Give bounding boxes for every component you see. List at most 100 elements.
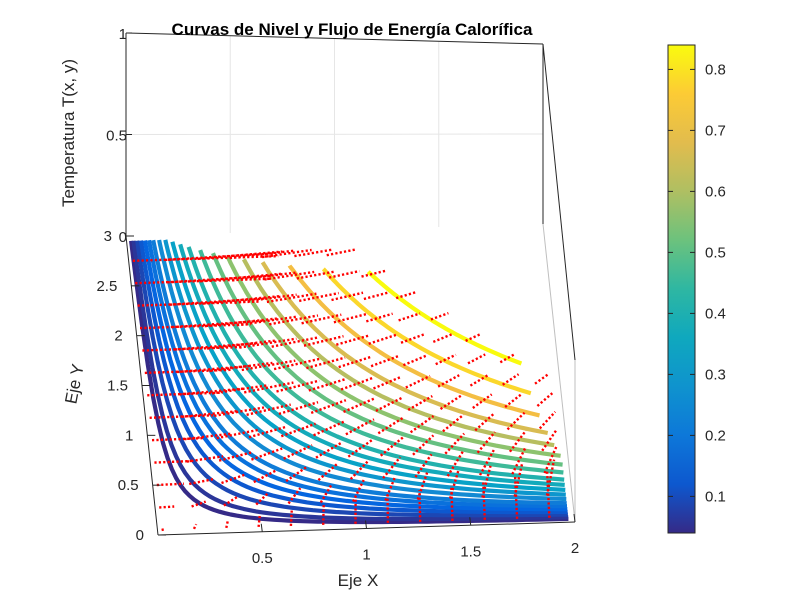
flux-arrow [229,249,295,260]
flux-arrow [250,447,283,461]
flux-arrow [467,353,486,365]
flux-arrow [142,345,242,352]
contour-line [198,249,564,475]
flux-arrow [209,361,273,373]
z-tick-label: 0 [119,229,127,246]
contour-line [157,239,567,502]
flux-arrow [333,312,367,324]
contour-line [163,239,566,497]
contour-line [225,255,561,458]
flux-arrow [511,446,527,475]
flux-arrow [192,523,198,530]
flux-arrow [319,483,334,504]
flux-arrow [257,514,262,528]
x-tick-label: 0.5 [252,550,273,567]
box-edge-back-right-top [542,43,576,361]
contour-line [186,246,565,482]
flux-arrow [206,339,276,350]
contour-line [241,258,555,448]
y-tick-label: 2.5 [96,278,117,295]
x-axis-label: Eje X [338,571,379,590]
flux-arrow [156,482,185,487]
x-tick-label: 1.5 [460,543,481,560]
flux-arrow [172,319,263,329]
flux-arrow [147,391,223,397]
flux-arrow [340,376,374,391]
x-tick-mark [260,523,263,532]
flux-arrow [481,465,492,498]
flux-arrow [225,518,230,529]
flux-arrow [442,413,465,433]
flux-arrow [465,332,482,342]
x-tick-label: 1 [362,547,370,564]
flux-arrow [398,312,421,322]
contour-line [260,260,549,436]
flux-arrow [294,248,333,258]
colorbar: 0.1 0.2 0.3 0.4 0.5 0.6 0.7 0.8 [667,44,726,534]
flux-arrow [315,441,343,459]
contour-line [129,240,569,525]
x-tick-mark [469,517,472,526]
flux-arrow [448,468,460,499]
flux-arrow [538,410,557,430]
flux-arrow [513,476,519,519]
flux-arrow [502,373,520,386]
z-tick-label: 1 [119,26,127,43]
flux-arrow [513,462,524,497]
flux-arrow [276,379,320,393]
contour-line [131,240,569,522]
flux-arrow [375,396,404,412]
colorbar-tick-label: 0.8 [705,61,726,78]
colorbar-ticks: 0.1 0.2 0.3 0.4 0.5 0.6 0.7 0.8 [668,61,726,505]
flux-arrow [368,333,397,345]
flux-arrow [199,272,282,283]
flux-arrow [405,374,431,389]
flux-arrow [204,317,279,328]
flux-arrow [472,393,493,409]
flux-arrow [382,456,402,479]
flux-arrow [379,436,404,457]
contour-line [142,240,568,512]
flux-arrow [289,509,293,526]
flux-arrow [328,269,360,279]
flux-arrow [255,491,270,506]
flux-arrow [478,448,496,476]
flux-arrow [435,353,457,366]
chart-title: Curvas de Nivel y Flujo de Energía Calor… [172,20,533,39]
y-tick-label: 2 [114,328,122,345]
colorbar-tick-label: 0.5 [705,244,726,261]
flux-arrow [407,395,433,411]
flux-arrow [536,392,554,407]
flux-arrow [545,459,556,496]
colorbar-tick-label: 0.7 [705,122,726,139]
flux-arrow [149,414,214,419]
y-tick-label: 0.5 [118,477,139,494]
contour-line [138,240,568,515]
flux-arrow [181,409,239,418]
colorbar-bar [667,44,696,534]
flux-arrow [469,373,490,387]
flux-arrow [534,372,550,385]
flux-arrow [280,422,317,438]
flux-arrow [283,444,313,460]
flux-arrow [232,271,296,282]
flux-arrow [331,291,364,302]
flux-arrow [184,432,231,441]
flux-arrow [395,290,417,300]
flux-arrow [273,357,320,371]
flux-arrow [345,418,375,436]
flux-arrow [161,528,165,532]
z-tick-label: 0.5 [106,128,127,145]
heat-flux-arrows [132,248,558,532]
flux-arrow [482,480,486,520]
y-tick-label: 3 [104,228,112,245]
flux-arrow [476,431,496,454]
flux-arrow [197,250,283,261]
flux-arrow [416,472,429,500]
flux-arrow [296,270,336,280]
contour-line [287,264,540,418]
flux-arrow [430,311,449,321]
flux-arrow [144,368,232,375]
axes-box [125,32,576,536]
y-tick-label: 1.5 [107,378,128,395]
